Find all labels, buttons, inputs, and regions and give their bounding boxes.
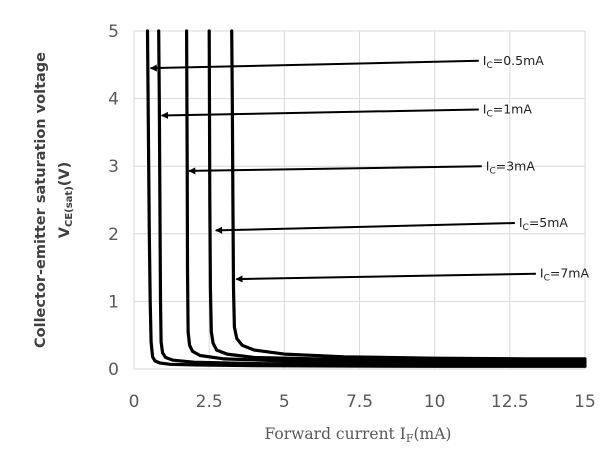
- y-axis-symbol: V: [57, 226, 73, 238]
- annotation-value: =0.5mA: [493, 53, 545, 68]
- annotation-label-3: IC=5mA: [519, 215, 569, 233]
- annotation-subscript: C: [489, 166, 495, 176]
- annotation-value: =1mA: [493, 101, 533, 116]
- annotation-subscript: C: [544, 274, 550, 284]
- y-tick-label-1: 1: [108, 292, 119, 312]
- annotation-value: =7mA: [550, 266, 590, 281]
- annotation-arrow-0: [149, 59, 479, 72]
- annotation-label-2: IC=3mA: [486, 158, 536, 176]
- annotation-value: =5mA: [529, 215, 569, 230]
- y-axis-unit: (V): [57, 162, 73, 186]
- y-axis-title-line2: VCE(sat)(V): [57, 162, 75, 239]
- annotation-label-1: IC=1mA: [483, 101, 533, 119]
- x-tick-label-2: 5: [279, 392, 290, 412]
- annotation-symbol: I: [486, 158, 490, 173]
- series-line-1: [157, 29, 587, 367]
- x-tick-label-5: 12.5: [491, 392, 529, 412]
- x-axis-title: Forward current IF(mA): [265, 425, 452, 445]
- annotation-value: =3mA: [496, 158, 536, 173]
- annotation-symbol: I: [483, 53, 487, 68]
- x-tick-label-3: 7.5: [346, 392, 373, 412]
- y-axis-symbol-subscript: CE(sat): [64, 186, 75, 227]
- y-axis-title-line1: Collector-emitter saturation voltage: [33, 52, 49, 348]
- annotation-symbol: I: [483, 101, 487, 116]
- y-axis-ticks: 0 1 2 3 4 5: [108, 22, 119, 380]
- annotation-symbol: I: [519, 215, 523, 230]
- x-axis-symbol: Forward current I: [265, 425, 406, 443]
- y-tick-label-3: 3: [108, 157, 119, 177]
- annotation-subscript: C: [523, 223, 529, 233]
- x-tick-label-4: 10: [424, 392, 446, 412]
- x-tick-label-0: 0: [129, 392, 140, 412]
- x-axis-unit: (mA): [413, 425, 451, 443]
- annotation-arrow-2: [188, 165, 482, 175]
- y-tick-label-5: 5: [108, 22, 119, 42]
- y-tick-label-4: 4: [108, 90, 119, 110]
- series-lines: [145, 29, 587, 368]
- series-line-4: [230, 29, 587, 361]
- series-line-2: [185, 29, 587, 365]
- annotation-subscript: C: [486, 61, 492, 71]
- x-axis-symbol-subscript: F: [406, 432, 414, 445]
- series-line-3: [207, 29, 587, 363]
- annotation-arrow-4: [235, 272, 536, 283]
- x-tick-label-6: 15: [574, 392, 596, 412]
- annotation-subscript: C: [486, 109, 492, 119]
- x-tick-label-1: 2.5: [196, 392, 223, 412]
- annotation-arrow-3: [215, 222, 515, 234]
- annotation-label-4: IC=7mA: [540, 266, 590, 284]
- annotation-label-0: IC=0.5mA: [483, 53, 545, 71]
- y-tick-label-0: 0: [108, 360, 119, 380]
- annotation-arrow-1: [160, 108, 479, 119]
- annotation-symbol: I: [540, 266, 544, 281]
- x-axis-ticks: 0 2.5 5 7.5 10 12.5 15: [129, 392, 596, 412]
- y-tick-label-2: 2: [108, 225, 119, 245]
